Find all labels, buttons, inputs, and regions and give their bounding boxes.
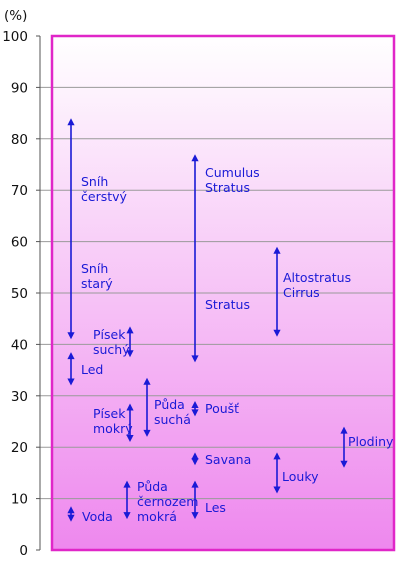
y-tick-label: 30 <box>11 389 28 405</box>
y-tick-label: 0 <box>19 543 28 559</box>
range-arrow-head-top <box>191 480 199 488</box>
range-label: Poušť <box>205 401 239 416</box>
range-label: suchá <box>154 412 191 427</box>
range-item: Savana <box>191 452 251 467</box>
range-arrow-head-top <box>123 480 131 488</box>
range-label: Stratus <box>205 297 250 312</box>
y-tick-label: 70 <box>11 183 28 199</box>
range-marks: SníhčerstvýSníhstarýLedVodaPíseksuchýPís… <box>67 118 394 524</box>
range-arrow-head-top <box>143 377 151 385</box>
range-label: Altostratus <box>283 270 351 285</box>
range-label: starý <box>81 276 113 291</box>
range-label: Stratus <box>205 180 250 195</box>
range-label: mokrý <box>93 421 133 436</box>
range-arrow-head-bottom <box>67 332 75 340</box>
y-tick-label: 80 <box>11 132 28 148</box>
range-item: Led <box>67 352 103 386</box>
y-axis-ticks: 0 10 20 30 40 50 60 70 80 90 100 <box>2 29 40 559</box>
range-label: Písek <box>93 327 126 342</box>
range-label: Sníh <box>81 174 108 189</box>
range-arrow-head-bottom <box>67 514 75 522</box>
range-label: Písek <box>93 406 126 421</box>
y-tick-label: 10 <box>11 492 28 508</box>
range-item: Les <box>191 480 226 520</box>
range-arrow-head-bottom <box>123 512 131 520</box>
range-arrow-head-bottom <box>191 409 199 417</box>
range-label: čerstvý <box>81 189 128 204</box>
y-tick-label: 100 <box>2 29 28 45</box>
range-arrow-head-top <box>273 452 281 460</box>
range-arrow-head-bottom <box>67 378 75 386</box>
y-tick-label: 60 <box>11 235 28 251</box>
range-arrow-head-top <box>126 403 134 411</box>
range-arrow-head-bottom <box>143 429 151 437</box>
range-arrow-head-bottom <box>273 486 281 494</box>
range-arrow-head-top <box>67 352 75 360</box>
y-tick-label: 40 <box>11 337 28 353</box>
range-label: Voda <box>82 509 113 524</box>
range-arrow-head-bottom <box>126 435 134 443</box>
range-arrow-head-top <box>67 118 75 126</box>
range-label: Půda <box>137 479 168 494</box>
range-arrow-head-top <box>340 426 348 434</box>
range-item: Louky <box>273 452 319 494</box>
range-arrow-head-bottom <box>191 458 199 466</box>
range-item: Poušť <box>191 400 239 417</box>
range-arrow-head-bottom <box>126 350 134 358</box>
range-item: Stratus <box>205 297 250 312</box>
y-tick-label: 90 <box>11 80 28 96</box>
y-axis-unit-label: (%) <box>4 8 27 24</box>
range-label: Cumulus <box>205 165 260 180</box>
range-label: Sníh <box>81 261 108 276</box>
range-arrow-head-top <box>191 154 199 162</box>
range-arrow-head-top <box>67 506 75 514</box>
range-label: Cirrus <box>283 285 320 300</box>
range-label: Plodiny <box>348 434 394 449</box>
range-label: Led <box>81 362 103 377</box>
range-arrow-head-bottom <box>273 329 281 337</box>
range-arrow-head-bottom <box>340 460 348 468</box>
range-label: černozem <box>137 494 198 509</box>
range-item: Plodiny <box>340 426 394 468</box>
range-label: mokrá <box>137 509 177 524</box>
range-arrow-head-bottom <box>191 355 199 363</box>
range-label: Les <box>205 500 226 515</box>
gridlines <box>40 86 394 500</box>
range-arrow-head-top <box>191 400 199 408</box>
range-label: Půda <box>154 397 185 412</box>
range-label: Savana <box>205 452 251 467</box>
range-label: suchý <box>93 342 130 357</box>
range-arrow-head-top <box>191 452 199 460</box>
range-arrow-head-top <box>126 326 134 334</box>
plot-frame <box>50 34 396 552</box>
range-arrow-head-bottom <box>191 512 199 520</box>
y-tick-label: 50 <box>11 286 28 302</box>
range-item: Voda <box>67 506 113 524</box>
range-label: Louky <box>282 469 319 484</box>
y-tick-label: 20 <box>11 440 28 456</box>
range-arrow-head-top <box>273 246 281 254</box>
